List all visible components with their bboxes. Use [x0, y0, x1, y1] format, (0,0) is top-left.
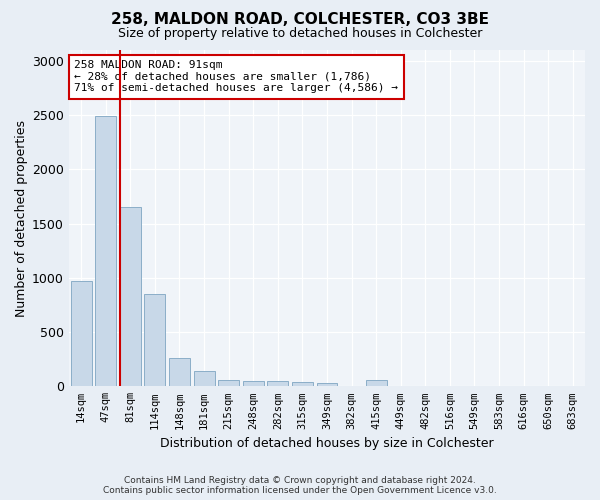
Text: Size of property relative to detached houses in Colchester: Size of property relative to detached ho… [118, 28, 482, 40]
Text: 258 MALDON ROAD: 91sqm
← 28% of detached houses are smaller (1,786)
71% of semi-: 258 MALDON ROAD: 91sqm ← 28% of detached… [74, 60, 398, 94]
Bar [71, 280, 92, 386]
Text: 258, MALDON ROAD, COLCHESTER, CO3 3BE: 258, MALDON ROAD, COLCHESTER, CO3 3BE [111, 12, 489, 28]
Bar [95, 116, 116, 386]
Bar [292, 382, 313, 386]
Bar [365, 380, 386, 386]
Bar [194, 371, 215, 386]
Bar [169, 358, 190, 386]
Bar [268, 382, 288, 386]
X-axis label: Distribution of detached houses by size in Colchester: Distribution of detached houses by size … [160, 437, 494, 450]
Bar [317, 382, 337, 386]
Y-axis label: Number of detached properties: Number of detached properties [15, 120, 28, 316]
Bar [218, 380, 239, 386]
Bar [145, 294, 166, 386]
Bar [120, 208, 141, 386]
Text: Contains HM Land Registry data © Crown copyright and database right 2024.
Contai: Contains HM Land Registry data © Crown c… [103, 476, 497, 495]
Bar [243, 381, 263, 386]
